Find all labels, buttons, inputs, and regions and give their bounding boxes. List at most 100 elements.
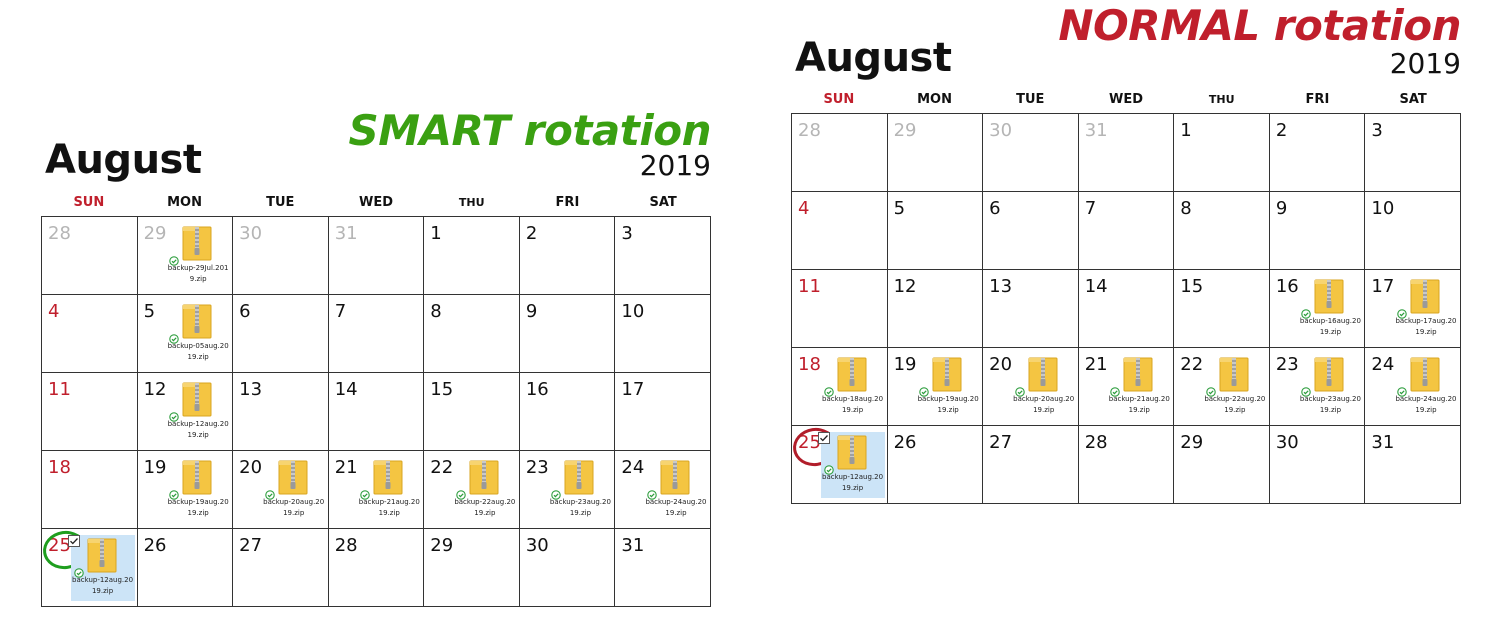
day-cell[interactable]: 23 backup-23aug.2019.zip (519, 451, 616, 529)
day-cell[interactable]: 16 (519, 373, 616, 451)
synced-check-icon (360, 485, 371, 500)
day-cell[interactable]: 29 (887, 114, 984, 192)
day-cell[interactable]: 2 (519, 217, 616, 295)
day-cell[interactable]: 27 (233, 529, 329, 607)
day-cell[interactable]: 12 (887, 270, 984, 348)
day-number: 25 (48, 535, 71, 556)
day-cell[interactable]: 22 backup-22aug.2019.zip (424, 451, 520, 529)
day-cell[interactable]: 31 (1365, 426, 1461, 504)
day-cell[interactable]: 16 backup-16aug.2019.zip (1269, 270, 1366, 348)
backup-file[interactable]: backup-12aug.2019.zip (166, 379, 230, 445)
day-cell[interactable]: 14 (1078, 270, 1175, 348)
day-cell[interactable]: 6 (983, 192, 1079, 270)
day-cell[interactable]: 29 (1174, 426, 1270, 504)
day-cell[interactable]: 18 backup-18aug.2019.zip (792, 348, 888, 426)
backup-file[interactable]: backup-24aug.2019.zip (644, 457, 708, 523)
backup-file[interactable]: backup-21aug.2019.zip (357, 457, 421, 523)
backup-file[interactable]: backup-19aug.2019.zip (916, 354, 980, 420)
day-cell[interactable]: 21 backup-21aug.2019.zip (328, 451, 425, 529)
backup-file[interactable]: backup-22aug.2019.zip (453, 457, 517, 523)
selection-checkbox-icon[interactable] (817, 429, 830, 444)
day-cell[interactable]: 24 backup-24aug.2019.zip (615, 451, 711, 529)
day-cell[interactable]: 20 backup-20aug.2019.zip (983, 348, 1079, 426)
day-cell[interactable]: 6 (233, 295, 329, 373)
backup-file[interactable]: backup-24aug.2019.zip (1394, 354, 1458, 420)
day-cell[interactable]: 28 (42, 217, 138, 295)
backup-file[interactable]: backup-12aug.2019.zip (67, 532, 135, 601)
day-cell[interactable]: 30 (519, 529, 616, 607)
day-cell[interactable]: 21 backup-21aug.2019.zip (1078, 348, 1175, 426)
day-cell[interactable]: 8 (1174, 192, 1270, 270)
day-cell[interactable]: 13 (983, 270, 1079, 348)
day-cell[interactable]: 3 (615, 217, 711, 295)
headline: SMART rotation (348, 106, 712, 155)
day-cell[interactable]: 19 backup-19aug.2019.zip (137, 451, 234, 529)
file-name: backup-23aug.2019.zip (549, 498, 611, 517)
day-cell[interactable]: 5 backup-05aug.2019.zip (137, 295, 234, 373)
selection-checkbox-icon[interactable] (67, 532, 80, 547)
backup-file[interactable]: backup-22aug.2019.zip (1203, 354, 1267, 420)
day-cell[interactable]: 17 (615, 373, 711, 451)
day-cell[interactable]: 1 (424, 217, 520, 295)
day-cell[interactable]: 1 (1174, 114, 1270, 192)
backup-file[interactable]: backup-23aug.2019.zip (548, 457, 612, 523)
day-cell[interactable]: 8 (424, 295, 520, 373)
day-cell[interactable]: 9 (519, 295, 616, 373)
backup-file[interactable]: backup-19aug.2019.zip (166, 457, 230, 523)
backup-file[interactable]: backup-16aug.2019.zip (1298, 276, 1362, 342)
backup-file[interactable]: backup-23aug.2019.zip (1298, 354, 1362, 420)
day-cell[interactable]: 13 (233, 373, 329, 451)
backup-file[interactable]: backup-05aug.2019.zip (166, 301, 230, 367)
synced-check-icon (647, 485, 657, 500)
day-cell[interactable]: 2 (1269, 114, 1366, 192)
day-cell[interactable]: 5 (887, 192, 984, 270)
day-cell[interactable]: 15 (424, 373, 520, 451)
day-cell[interactable]: 29 (424, 529, 520, 607)
day-cell[interactable]: 28 (792, 114, 888, 192)
day-cell[interactable]: 25 backup-12aug.2019.zip (40, 528, 138, 607)
day-cell[interactable]: 28 (328, 529, 425, 607)
backup-file[interactable]: backup-18aug.2019.zip (821, 354, 885, 420)
day-cell[interactable]: 31 (1078, 114, 1175, 192)
day-cell[interactable]: 7 (328, 295, 425, 373)
day-cell[interactable]: 12 backup-12aug.2019.zip (137, 373, 234, 451)
file-name: backup-20aug.2019.zip (263, 498, 325, 517)
day-cell[interactable]: 24 backup-24aug.2019.zip (1365, 348, 1461, 426)
day-cell[interactable]: 31 (615, 529, 711, 607)
day-cell[interactable]: 30 (1269, 426, 1366, 504)
backup-file[interactable]: backup-21aug.2019.zip (1107, 354, 1171, 420)
day-cell[interactable]: 18 (42, 451, 138, 529)
day-cell[interactable]: 29 backup-29Jul.2019.zip (137, 217, 234, 295)
day-cell[interactable]: 9 (1269, 192, 1366, 270)
day-cell[interactable]: 14 (328, 373, 425, 451)
backup-file[interactable]: backup-20aug.2019.zip (262, 457, 326, 523)
day-cell[interactable]: 31 (328, 217, 425, 295)
backup-file[interactable]: backup-12aug.2019.zip (817, 429, 885, 498)
day-cell[interactable]: 19 backup-19aug.2019.zip (887, 348, 984, 426)
day-cell[interactable]: 17 backup-17aug.2019.zip (1365, 270, 1461, 348)
backup-file[interactable]: backup-20aug.2019.zip (1012, 354, 1076, 420)
day-cell[interactable]: 27 (983, 426, 1079, 504)
day-cell[interactable]: 26 (137, 529, 234, 607)
day-cell[interactable]: 10 (1365, 192, 1461, 270)
day-cell[interactable]: 15 (1174, 270, 1270, 348)
day-cell[interactable]: 7 (1078, 192, 1175, 270)
day-cell[interactable]: 30 (983, 114, 1079, 192)
day-cell[interactable]: 10 (615, 295, 711, 373)
day-cell[interactable]: 25 backup-12aug.2019.zip (790, 425, 888, 504)
day-cell[interactable]: 4 (42, 295, 138, 373)
weekday-label: TUE (266, 195, 295, 210)
synced-check-icon (1397, 304, 1407, 319)
day-cell[interactable]: 28 (1078, 426, 1175, 504)
day-cell[interactable]: 20 backup-20aug.2019.zip (233, 451, 329, 529)
day-cell[interactable]: 30 (233, 217, 329, 295)
day-cell[interactable]: 11 (792, 270, 888, 348)
day-cell[interactable]: 22 backup-22aug.2019.zip (1174, 348, 1270, 426)
backup-file[interactable]: backup-17aug.2019.zip (1394, 276, 1458, 342)
day-cell[interactable]: 4 (792, 192, 888, 270)
day-cell[interactable]: 3 (1365, 114, 1461, 192)
backup-file[interactable]: backup-29Jul.2019.zip (166, 223, 230, 289)
day-cell[interactable]: 11 (42, 373, 138, 451)
day-cell[interactable]: 26 (887, 426, 984, 504)
day-cell[interactable]: 23 backup-23aug.2019.zip (1269, 348, 1366, 426)
